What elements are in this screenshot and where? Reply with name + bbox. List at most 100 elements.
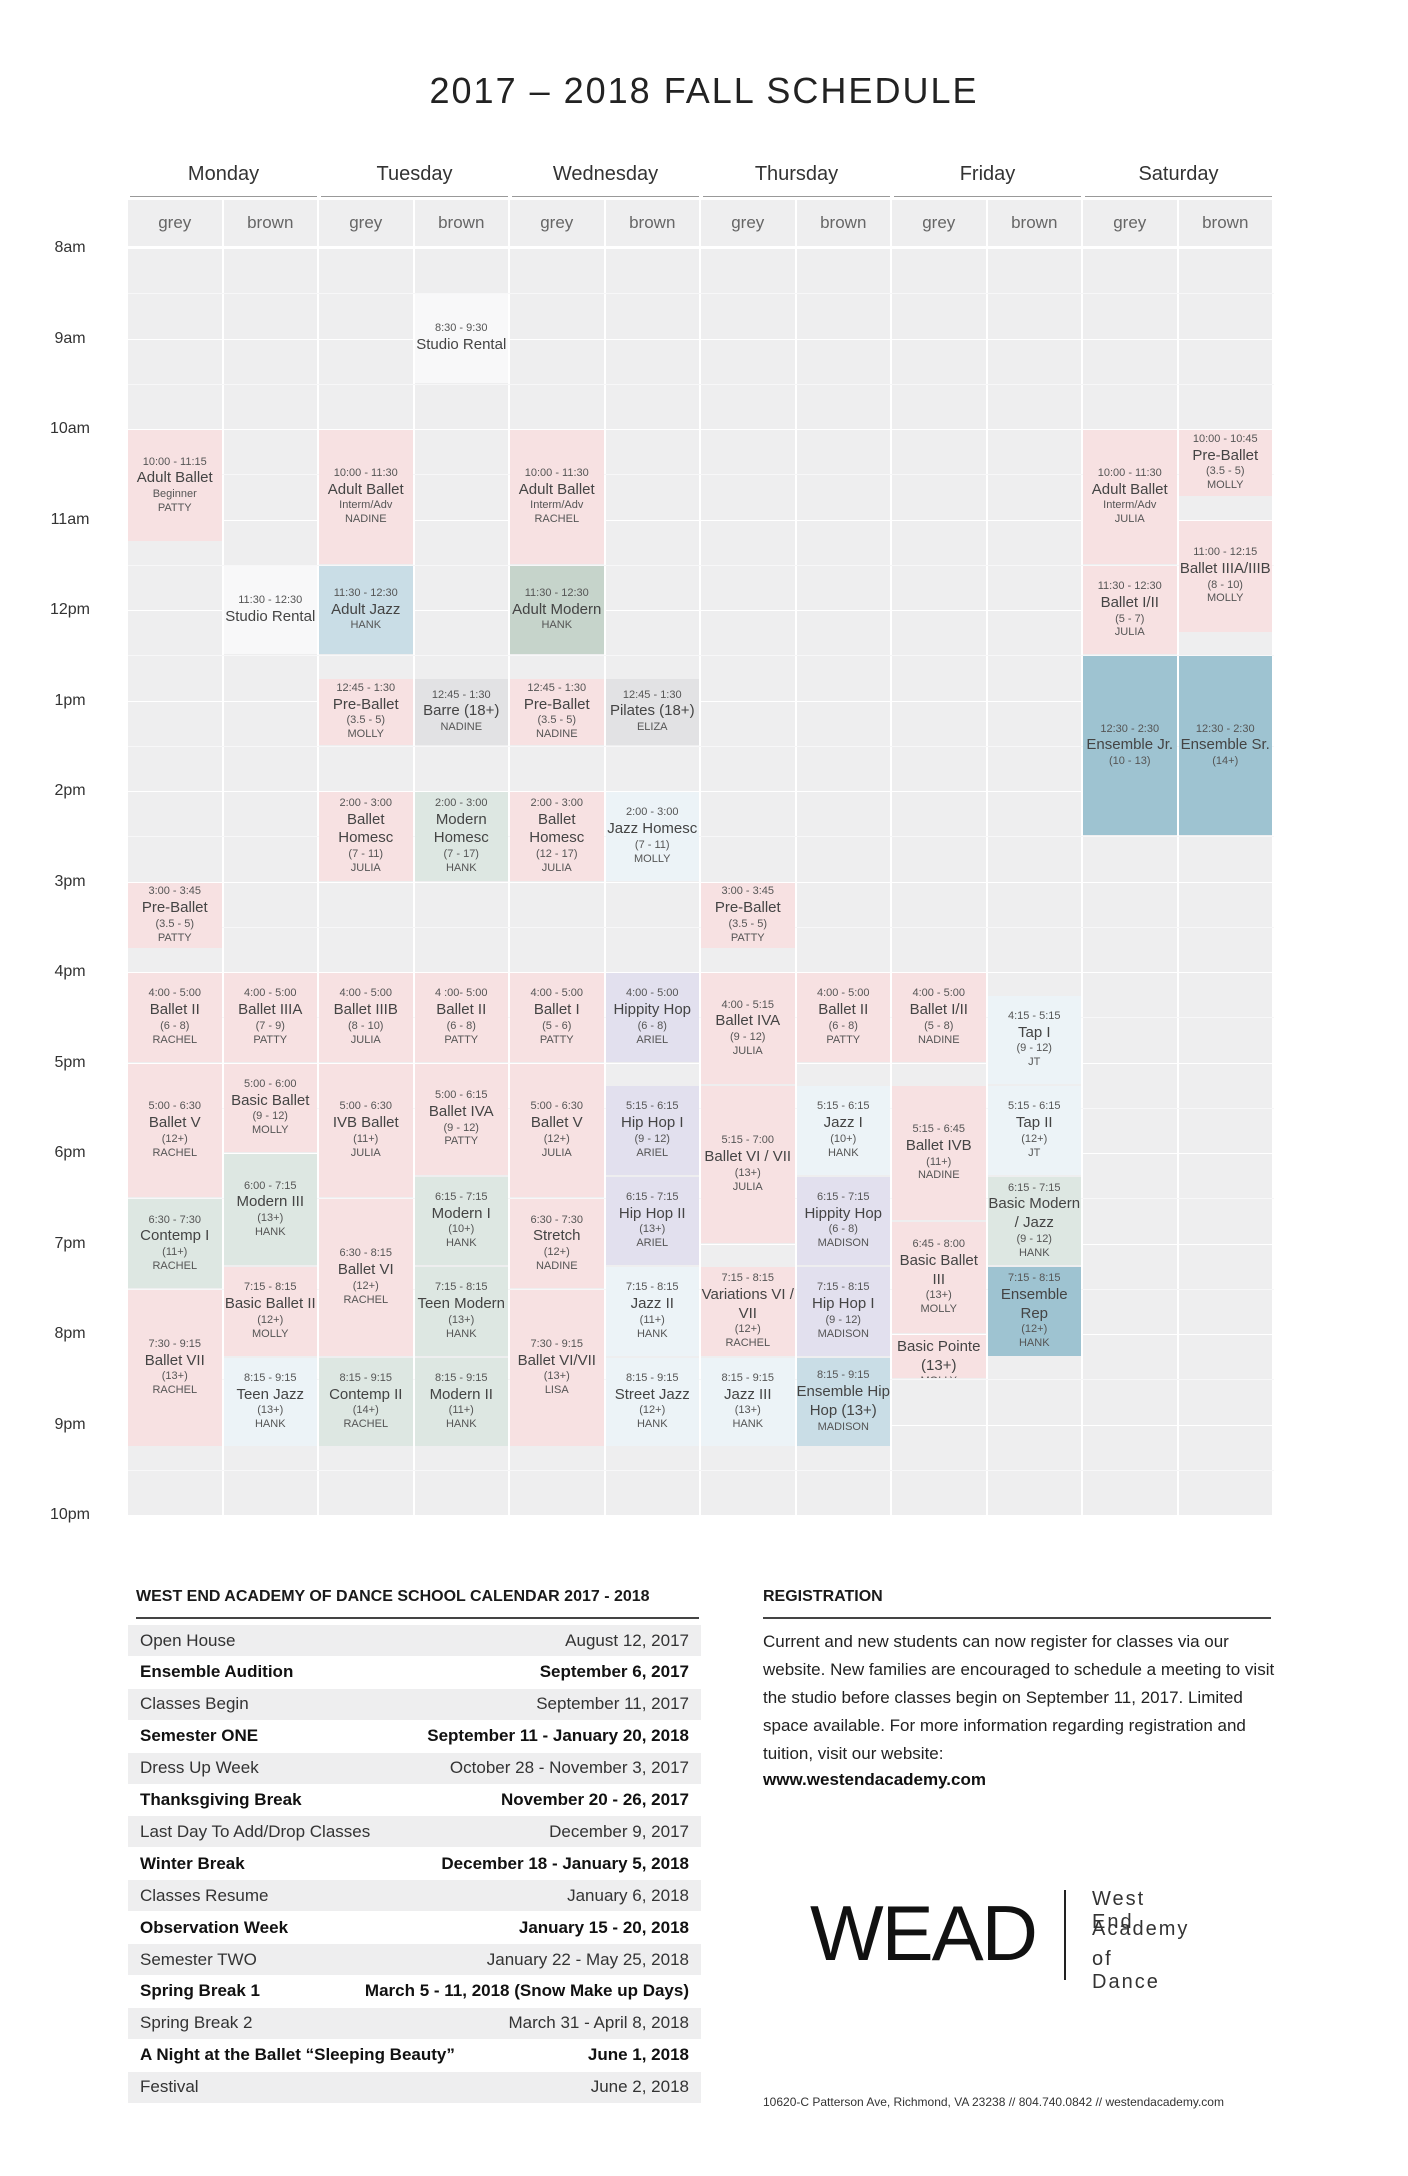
class-block[interactable]: 4:00 - 5:00 Ballet I/II (5 - 8) NADINE <box>892 973 986 1062</box>
calendar-event: Dress Up Week <box>140 1758 259 1778</box>
studio-header: brown <box>223 200 317 246</box>
class-block[interactable]: 8:15 - 9:15 Modern II (11+) HANK <box>414 1357 508 1447</box>
class-block[interactable]: 6:15 - 7:15 Modern I (10+) HANK <box>414 1176 508 1266</box>
class-block[interactable]: 4:00 - 5:00 Ballet II (6 - 8) RACHEL <box>128 973 222 1062</box>
class-block[interactable]: 8:15 - 9:15 Teen Jazz (13+) HANK <box>223 1357 317 1447</box>
class-block[interactable]: 5:00 - 6:00 Basic Ballet (9 - 12) MOLLY <box>223 1063 317 1152</box>
class-block[interactable]: 10:00 - 11:30 Adult Ballet Interm/Adv RACHE… <box>510 430 604 564</box>
class-block[interactable]: 2:00 - 3:00 Ballet Homesc (7 - 11) JULIA <box>319 792 413 881</box>
hour-gridline <box>128 248 1274 249</box>
class-block[interactable]: 7:15 - 8:15 Teen Modern (13+) HANK <box>414 1267 508 1356</box>
class-block[interactable]: 4:00 - 5:15 Ballet IVA (9 - 12) JULIA <box>701 973 795 1085</box>
class-block[interactable]: 8:15 - 9:15 Ensemble Hip Hop (13+) MADISON <box>796 1357 890 1447</box>
class-block[interactable]: 2:00 - 3:00 Modern Homesc (7 - 17) HANK <box>414 792 508 881</box>
class-block[interactable]: 10:00 - 11:30 Adult Ballet Interm/Adv NADIN… <box>319 430 413 564</box>
class-block[interactable]: 11:30 - 12:30 Adult Jazz HANK <box>319 565 413 655</box>
half-hour-gridline <box>128 745 1274 747</box>
class-block[interactable]: 7:15 - 8:15 Ensemble Rep (12+) HANK <box>987 1267 1081 1356</box>
class-time: 5:15 - 6:15 <box>816 1100 870 1113</box>
class-block[interactable]: 8:15 - 9:15 Contemp II (14+) RACHEL <box>319 1357 413 1447</box>
class-time: 4:00 - 5:00 <box>339 987 393 1000</box>
class-block[interactable]: 2:00 - 3:00 Ballet Homesc (12 - 17) JULIA <box>510 792 604 881</box>
class-name: IVB Ballet <box>332 1114 399 1132</box>
class-block[interactable]: 6:45 - 8:00 Basic Ballet III (13+) MOLLY <box>892 1221 986 1333</box>
class-time: 8:15 - 9:15 <box>339 1371 393 1384</box>
calendar-title: WEST END ACADEMY OF DANCE SCHOOL CALENDA… <box>136 1588 650 1605</box>
class-teacher: PATTY <box>157 931 192 944</box>
class-block[interactable]: 7:15 - 8:15 Jazz II (11+) HANK <box>605 1267 699 1356</box>
class-block[interactable]: 11:00 - 12:15 Ballet IIIA/IIIB (8 - 10) MOL… <box>1178 520 1272 632</box>
class-block[interactable]: 11:30 - 12:30 Studio Rental <box>223 565 317 655</box>
class-block[interactable]: 7:15 - 8:15 Variations VI / VII (12+) RACHE… <box>701 1267 795 1356</box>
class-block[interactable]: 4:00 - 5:00 Hippity Hop (6 - 8) ARIEL <box>605 973 699 1062</box>
class-block[interactable]: 7:15 - 8:15 Basic Ballet II (12+) MOLLY <box>223 1267 317 1356</box>
calendar-date: March 5 - 11, 2018 (Snow Make up Days) <box>364 1981 689 2001</box>
class-block[interactable]: 12:45 - 1:30 Barre (18+) NADINE <box>414 678 508 745</box>
class-block[interactable]: 5:15 - 6:15 Jazz I (10+) HANK <box>796 1086 890 1175</box>
class-block[interactable]: 6:15 - 7:15 Hip Hop II (13+) ARIEL <box>605 1176 699 1266</box>
class-block[interactable]: 5:15 - 6:15 Tap II (12+) JT <box>987 1086 1081 1175</box>
class-block[interactable]: 3:00 - 3:45 Pre-Ballet (3.5 - 5) PATTY <box>128 882 222 949</box>
class-block[interactable]: 4:00 - 5:00 Ballet I (5 - 6) PATTY <box>510 973 604 1062</box>
registration-link[interactable]: www.westendacademy.com <box>763 1770 986 1789</box>
class-block[interactable]: 6:00 - 7:15 Modern III (13+) HANK <box>223 1154 317 1266</box>
class-block[interactable]: 3:00 - 3:45 Pre-Ballet (3.5 - 5) PATTY <box>701 882 795 949</box>
registration-text: Current and new students can now registe… <box>763 1632 1275 1763</box>
class-block[interactable]: 8:30 - 9:30 Studio Rental <box>414 294 508 383</box>
class-teacher: HANK <box>827 1146 859 1159</box>
hour-gridline <box>128 429 1274 430</box>
class-block[interactable]: 4:00 - 5:00 Ballet IIIA (7 - 9) PATTY <box>223 973 317 1062</box>
class-block[interactable]: 6:30 - 8:15 Ballet VI (12+) RACHEL <box>319 1199 413 1356</box>
class-teacher: JULIA <box>732 1044 763 1057</box>
class-block[interactable]: 6:30 - 7:30 Contemp I (11+) RACHEL <box>128 1199 222 1288</box>
class-age: (8 - 10) <box>348 1019 384 1032</box>
half-hour-gridline <box>128 836 1274 838</box>
class-block[interactable]: 5:15 - 6:45 Ballet IVB (11+) NADINE <box>892 1086 986 1220</box>
class-time: 2:00 - 3:00 <box>434 796 488 809</box>
class-time: 7:15 - 8:15 <box>243 1281 297 1294</box>
class-block[interactable]: 10:00 - 11:15 Adult Ballet Beginner PATTY <box>128 430 222 542</box>
class-block[interactable]: 5:00 - 6:30 IVB Ballet (11+) JULIA <box>319 1063 413 1198</box>
class-time: 4 :00- 5:00 <box>434 987 488 1000</box>
half-hour-gridline <box>128 293 1274 295</box>
class-block[interactable]: 4 :00- 5:00 Ballet II (6 - 8) PATTY <box>414 973 508 1062</box>
class-block[interactable]: 6:15 - 7:15 Hippity Hop (6 - 8) MADISON <box>796 1176 890 1266</box>
class-block[interactable]: 11:30 - 12:30 Adult Modern HANK <box>510 565 604 655</box>
class-block[interactable]: 4:00 - 5:00 Ballet IIIB (8 - 10) JULIA <box>319 973 413 1062</box>
class-block[interactable]: 2:00 - 3:00 Jazz Homesc (7 - 11) MOLLY <box>605 792 699 881</box>
class-age: (5 - 7) <box>1115 612 1145 625</box>
class-block[interactable]: 12:45 - 1:30 Pre-Ballet (3.5 - 5) NADINE <box>510 678 604 745</box>
class-name: Ballet I/II <box>1100 593 1159 611</box>
class-block[interactable]: 5:15 - 6:15 Hip Hop I (9 - 12) ARIEL <box>605 1086 699 1175</box>
class-block[interactable]: 5:15 - 7:00 Ballet VI / VII (13+) JULIA <box>701 1086 795 1243</box>
class-block[interactable]: 5:00 - 6:30 Ballet V (12+) RACHEL <box>128 1063 222 1198</box>
class-block[interactable]: 12:30 - 2:30 Ensemble Jr. (10 - 13) <box>1083 656 1177 836</box>
class-block[interactable]: 8:00 - 8:30Basic Pointe (13+)MOLLY <box>892 1335 986 1379</box>
calendar-event: Spring Break 2 <box>140 2013 253 2033</box>
class-block[interactable]: 5:00 - 6:30 Ballet V (12+) JULIA <box>510 1063 604 1198</box>
class-block[interactable]: 7:30 - 9:15 Ballet VI/VII (13+) LISA <box>510 1289 604 1447</box>
class-block[interactable]: 7:30 - 9:15 Ballet VII (13+) RACHEL <box>128 1289 222 1447</box>
class-block[interactable]: 4:15 - 5:15 Tap I (9 - 12) JT <box>987 995 1081 1085</box>
class-block[interactable]: 7:15 - 8:15 Hip Hop I (9 - 12) MADISON <box>796 1267 890 1356</box>
class-time: 6:45 - 8:00 <box>912 1238 966 1251</box>
class-teacher: JULIA <box>350 1033 381 1046</box>
class-block[interactable]: 6:30 - 7:30 Stretch (12+) NADINE <box>510 1199 604 1288</box>
class-block[interactable]: 8:15 - 9:15 Street Jazz (12+) HANK <box>605 1357 699 1447</box>
class-block[interactable]: 10:00 - 10:45 Pre-Ballet (3.5 - 5) MOLLY <box>1178 430 1272 496</box>
class-block[interactable]: 10:00 - 11:30 Adult Ballet Interm/Adv JULIA <box>1083 430 1177 564</box>
class-block[interactable]: 12:45 - 1:30 Pre-Ballet (3.5 - 5) MOLLY <box>319 678 413 745</box>
class-block[interactable]: 8:15 - 9:15 Jazz III (13+) HANK <box>701 1357 795 1447</box>
class-block[interactable]: 5:00 - 6:15 Ballet IVA (9 - 12) PATTY <box>414 1063 508 1175</box>
class-block[interactable]: 12:30 - 2:30 Ensemble Sr. (14+) <box>1178 656 1272 836</box>
class-block[interactable]: 11:30 - 12:30 Ballet I/II (5 - 7) JULIA <box>1083 565 1177 655</box>
class-age: (6 - 8) <box>828 1019 858 1032</box>
studio-header: brown <box>987 200 1081 246</box>
class-block[interactable]: 12:45 - 1:30 Pilates (18+) ELIZA <box>605 678 699 745</box>
class-block[interactable]: 4:00 - 5:00 Ballet II (6 - 8) PATTY <box>796 973 890 1062</box>
class-block[interactable]: 6:15 - 7:15 Basic Modern / Jazz (9 - 12) HA… <box>987 1176 1081 1266</box>
time-label: 6pm <box>54 1144 86 1161</box>
class-name: Hippity Hop <box>804 1204 883 1222</box>
class-time: 4:00 - 5:00 <box>243 987 297 1000</box>
class-teacher: HANK <box>1018 1337 1050 1349</box>
